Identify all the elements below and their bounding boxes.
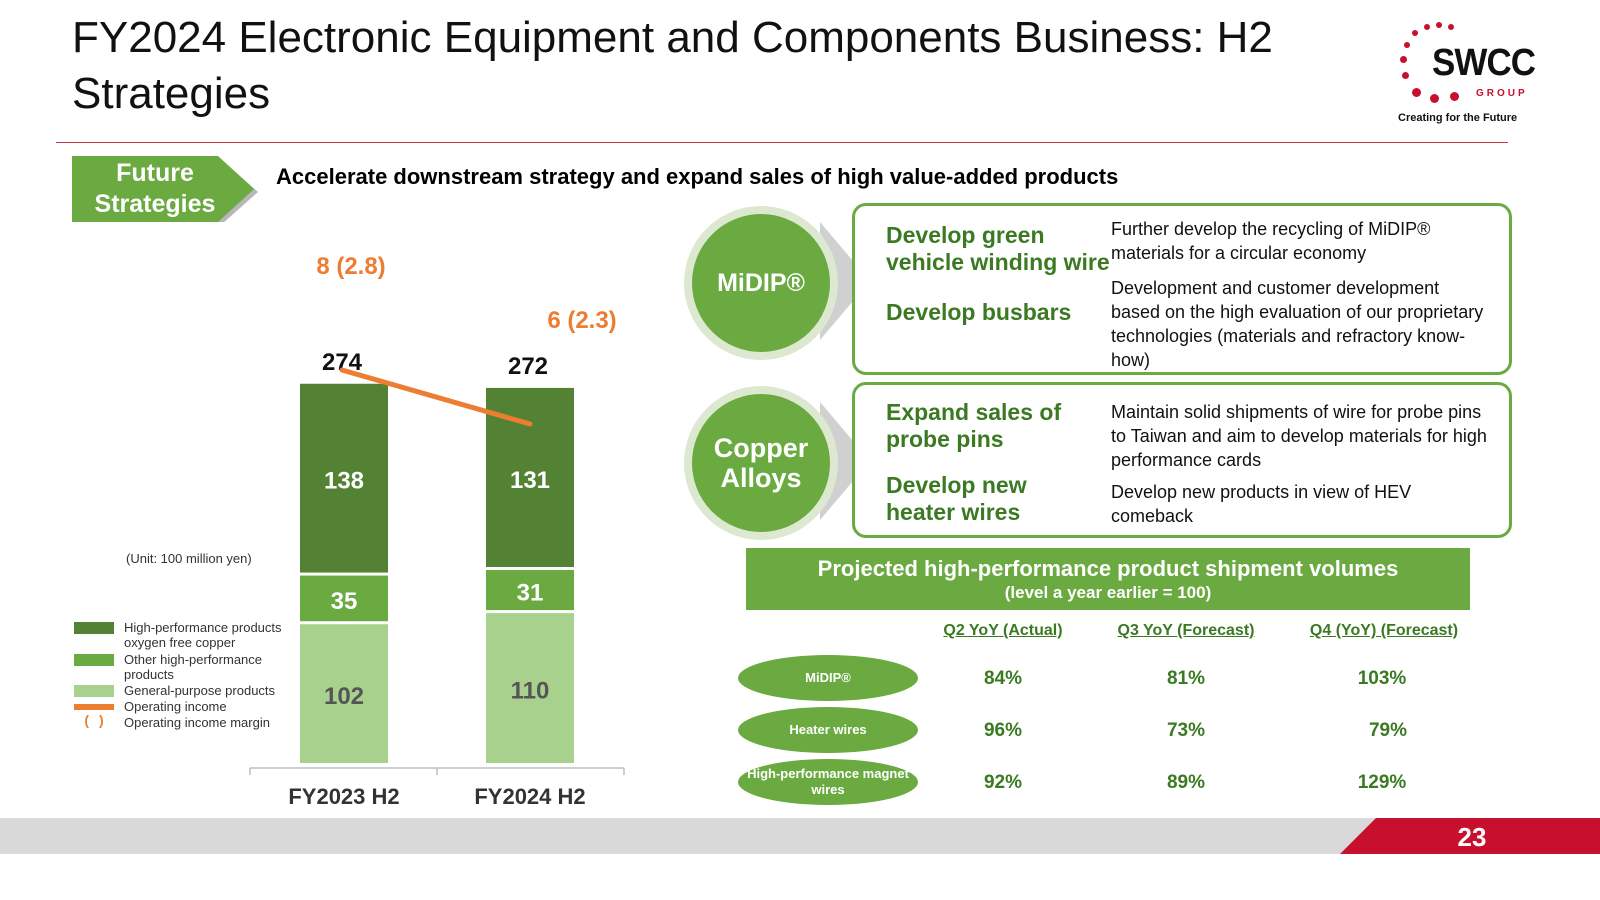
copper-item-2-desc: Develop new products in view of HEV come… (1111, 482, 1412, 526)
page-number: 23 (1457, 822, 1487, 852)
table-cell: 96% (983, 720, 1023, 741)
midip-item-2-head: Develop busbars (886, 299, 1072, 325)
footer-bar (0, 818, 1600, 854)
operating-income-line (339, 367, 533, 427)
legend-line-swatch (74, 704, 114, 710)
logo-dot (1400, 56, 1407, 63)
midip-item-1-head: Develop green vehicle winding wire (886, 222, 1110, 275)
legend-label: Operating income margin (124, 715, 270, 730)
midip-strategy-box (852, 203, 1512, 375)
legend-paren-symbol: ( ) (84, 712, 104, 728)
row-label-heater-wires: Heater wires (738, 707, 918, 753)
logo-dot (1424, 24, 1430, 30)
operating-income-label: 8 (2.8) (316, 253, 385, 280)
unit-note: (Unit: 100 million yen) (126, 551, 252, 566)
future-strategies-label: Future Strategies (94, 159, 216, 218)
copper-item-1-head: Expand sales of probe pins (886, 399, 1062, 452)
copper-item-1-desc: Maintain solid shipments of wire for pro… (1111, 402, 1487, 470)
bar-value-label: 35 (331, 588, 358, 615)
copper-alloys-circle: Copper Alloys (684, 386, 838, 540)
shipment-table-title: Projected high-performance product shipm… (817, 556, 1399, 581)
legend-label: General-purpose products (124, 683, 276, 698)
copper-strategy-box (852, 382, 1512, 538)
category-tick-label: FY2024 H2 (474, 784, 585, 809)
category-tick-label: FY2023 H2 (288, 784, 399, 809)
bar-segment (300, 624, 388, 763)
bar-value-label: 31 (517, 580, 544, 607)
bar-total-label: 272 (508, 353, 548, 380)
row-label-magnet-wires: High-performance magnet wires (738, 759, 918, 805)
footer-accent (1340, 818, 1600, 854)
page-title: FY2024 Electronic Equipment and Componen… (72, 13, 1273, 118)
company-logo: SWCC GROUP Creating for the Future (1390, 18, 1550, 130)
legend-label: High-performance products oxygen free co… (124, 620, 282, 650)
logo-tagline: Creating for the Future (1398, 112, 1518, 124)
title-divider (56, 142, 1508, 143)
logo-dot (1412, 88, 1421, 97)
table-cell: 103% (1357, 668, 1407, 689)
table-cell: 73% (1166, 720, 1206, 741)
midip-circle: MiDIP® (684, 206, 838, 360)
legend-swatch (74, 685, 114, 697)
bar-segment (300, 383, 388, 573)
logo-dot (1450, 92, 1459, 101)
logo-dot (1404, 42, 1410, 48)
table-cell: 89% (1166, 772, 1206, 793)
logo-dot (1402, 72, 1409, 79)
table-cell: 81% (1166, 668, 1206, 689)
table-cell: 79% (1368, 720, 1408, 741)
tag-arrow-shape (72, 156, 258, 222)
column-header-q2: Q2 YoY (Actual) (943, 622, 1063, 639)
shipment-table-subtitle: (level a year earlier = 100) (1004, 583, 1212, 602)
bar-segment (486, 570, 574, 611)
bar-value-label: 110 (511, 678, 550, 705)
column-header-q3: Q3 YoY (Forecast) (1117, 622, 1255, 639)
column-header-q4: Q4 (YoY) (Forecast) (1309, 622, 1459, 639)
table-cell: 92% (983, 772, 1023, 793)
copper-item-2-head: Develop new heater wires (886, 472, 1027, 525)
legend-label: Other high-performance products (124, 652, 263, 682)
legend-swatch (74, 622, 114, 634)
logo-dot (1430, 94, 1439, 103)
midip-item-1-desc: Further develop the recycling of MiDIP® … (1111, 219, 1431, 263)
logo-dot (1436, 22, 1442, 28)
midip-item-2-desc: Development and customer development bas… (1111, 278, 1484, 370)
bar-value-label: 102 (324, 683, 364, 710)
bar-segment (300, 575, 388, 622)
row-label-midip: MiDIP® (738, 655, 918, 701)
table-cell: 129% (1357, 772, 1407, 793)
logo-dot (1448, 24, 1454, 30)
operating-income-label: 6 (2.3) (547, 307, 616, 334)
legend-label: Operating income (124, 699, 227, 714)
bar-value-label: 131 (510, 467, 550, 494)
strategy-headline: Accelerate downstream strategy and expan… (276, 164, 1119, 189)
bar-segment (486, 613, 574, 763)
logo-dot (1412, 30, 1418, 36)
bar-value-label: 138 (324, 468, 364, 495)
logo-group-text: GROUP (1476, 88, 1528, 99)
table-cell: 84% (983, 668, 1023, 689)
legend-swatch (74, 654, 114, 666)
logo-wordmark: SWCC (1432, 42, 1536, 84)
future-strategies-tag: Future Strategies (72, 156, 262, 222)
shipment-table-banner: Projected high-performance product shipm… (746, 548, 1470, 610)
